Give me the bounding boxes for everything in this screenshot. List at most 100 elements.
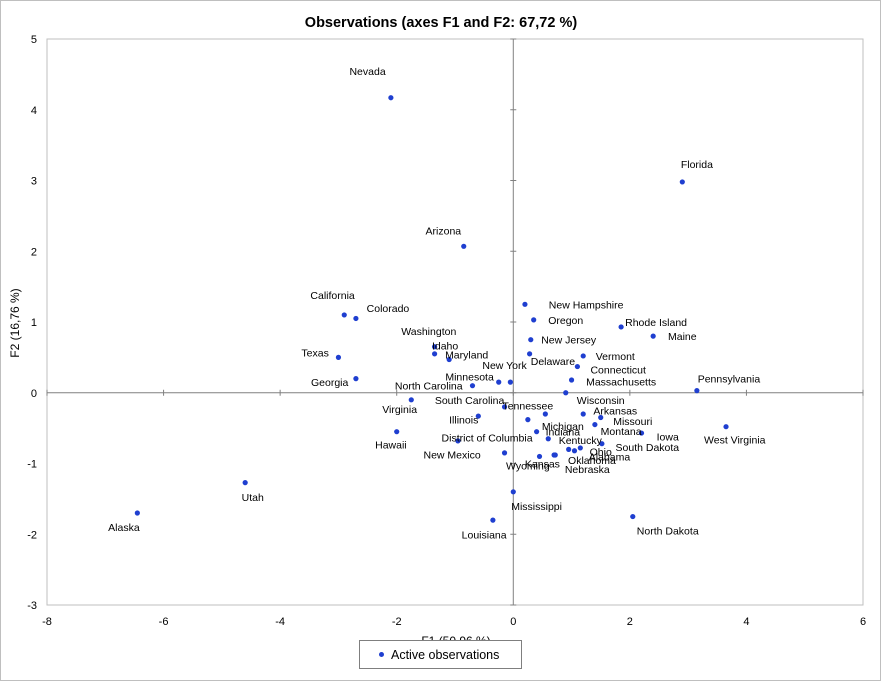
label-new-hampshire: New Hampshire [549, 299, 624, 311]
label-wyoming: Wyoming [506, 461, 550, 473]
point-hawaii [394, 429, 400, 435]
point-district-of-columbia [455, 438, 461, 444]
y-tick-label: 4 [31, 105, 37, 117]
point-ohio [577, 445, 583, 451]
label-new-mexico: New Mexico [423, 449, 480, 461]
y-tick-label: -2 [27, 529, 37, 541]
point-virginia [408, 397, 414, 403]
label-washington: Washington [401, 326, 456, 338]
label-florida: Florida [681, 159, 713, 171]
point-california [341, 312, 347, 318]
point-new-mexico [501, 450, 508, 456]
point-indiana [534, 429, 540, 435]
x-tick-label: -8 [42, 616, 52, 628]
point-maine [650, 333, 656, 339]
label-south-dakota: South Dakota [616, 442, 680, 454]
point-montana [592, 421, 598, 428]
point-north-dakota [630, 513, 636, 520]
point-michigan [542, 411, 548, 417]
point-utah [242, 480, 248, 486]
point-texas [335, 354, 342, 360]
point-new-york [507, 379, 513, 385]
y-tick-label: 3 [31, 176, 37, 188]
label-georgia: Georgia [311, 377, 349, 389]
label-rhode-island: Rhode Island [625, 317, 687, 329]
point-florida [679, 179, 685, 185]
point-south-dakota [599, 441, 605, 447]
label-maryland: Maryland [445, 350, 488, 362]
label-michigan: Michigan [542, 421, 584, 433]
label-arizona: Arizona [426, 226, 462, 238]
y-tick-label: 0 [31, 388, 37, 400]
label-california: California [310, 290, 355, 302]
label-idaho: Idaho [432, 340, 458, 352]
label-nebraska: Nebraska [565, 464, 610, 476]
x-tick-label: -6 [159, 616, 169, 628]
legend-label: Active observations [391, 647, 500, 662]
y-tick-label: 2 [31, 246, 37, 258]
point-mississippi [510, 489, 516, 495]
label-delaware: Delaware [531, 356, 576, 368]
label-tennessee: Tennessee [502, 400, 553, 412]
x-tick-label: 0 [510, 616, 516, 628]
y-tick-label: -3 [27, 600, 37, 612]
label-texas: Texas [301, 347, 328, 359]
label-new-jersey: New Jersey [541, 335, 597, 347]
point-illinois [475, 413, 481, 419]
point-alaska [134, 510, 140, 516]
label-illinois: Illinois [449, 415, 478, 427]
label-colorado: Colorado [367, 303, 410, 315]
label-kentucky: Kentucky [559, 435, 603, 447]
point-washington [432, 344, 438, 350]
label-indiana: Indiana [546, 427, 581, 439]
point-connecticut [574, 363, 581, 370]
legend-marker-icon [379, 652, 384, 657]
label-massachusetts: Massachusetts [586, 376, 656, 388]
y-tick-label: 5 [31, 34, 37, 46]
label-louisiana: Louisiana [462, 529, 507, 541]
point-nevada [388, 95, 394, 101]
point-oklahoma [571, 448, 578, 454]
label-mississippi: Mississippi [511, 501, 562, 513]
label-kansas: Kansas [525, 459, 560, 471]
point-delaware [527, 351, 533, 357]
label-iowa: Iowa [657, 432, 679, 444]
label-north-dakota: North Dakota [637, 526, 699, 538]
y-tick-label: 1 [31, 317, 37, 329]
x-tick-label: -2 [392, 616, 402, 628]
label-alabama: Alabama [589, 451, 631, 463]
plot-area [46, 38, 864, 606]
label-new-york: New York [482, 360, 527, 372]
chart-title: Observations (axes F1 and F2: 67,72 %) [305, 15, 578, 31]
label-missouri: Missouri [613, 416, 652, 428]
label-oklahoma: Oklahoma [568, 455, 616, 467]
label-oregon: Oregon [548, 315, 583, 327]
label-vermont: Vermont [596, 351, 635, 363]
point-iowa [638, 430, 645, 436]
point-missouri [598, 414, 604, 421]
label-north-carolina: North Carolina [395, 381, 463, 393]
point-alabama [566, 446, 572, 452]
label-district-of-columbia: District of Columbia [442, 432, 533, 444]
label-connecticut: Connecticut [590, 364, 646, 376]
point-vermont [580, 353, 586, 359]
point-arkansas [580, 411, 586, 417]
point-new-hampshire [522, 301, 528, 307]
label-nevada: Nevada [349, 66, 385, 78]
label-ohio: Ohio [590, 446, 612, 458]
label-pennsylvania: Pennsylvania [698, 374, 761, 386]
x-tick-label: 2 [627, 616, 633, 628]
point-tennessee [525, 417, 531, 423]
point-south-carolina [501, 404, 508, 410]
label-south-carolina: South Carolina [435, 395, 505, 407]
point-wisconsin [563, 390, 569, 396]
label-west-virginia: West Virginia [704, 434, 766, 446]
point-west-virginia [723, 424, 729, 430]
label-maine: Maine [668, 331, 697, 343]
label-minnesota: Minnesota [445, 371, 494, 383]
point-rhode-island [618, 324, 624, 330]
label-montana: Montana [601, 426, 642, 438]
legend: Active observations [359, 640, 522, 669]
